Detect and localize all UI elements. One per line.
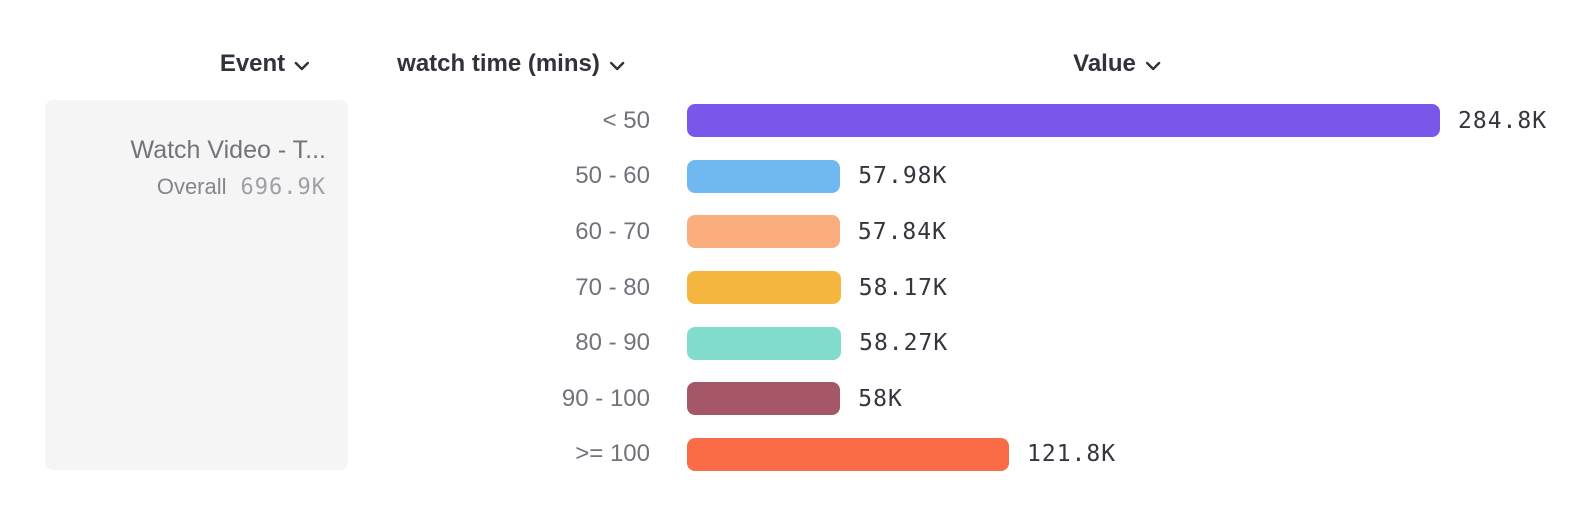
- category-label: 90 - 100: [561, 384, 650, 412]
- overall-label: Overall: [156, 173, 227, 199]
- category-label: 50 - 60: [575, 162, 650, 190]
- chart-row: >= 100 121.8K: [0, 427, 1592, 483]
- event-card[interactable]: Watch Video - T... Overall 696.9K: [45, 100, 348, 470]
- column-header-watch-time-label: watch time (mins): [397, 50, 600, 77]
- chevron-down-icon: [294, 61, 310, 70]
- value-label: 121.8K: [1027, 441, 1117, 468]
- bar-segment[interactable]: [687, 159, 841, 193]
- chart-row: 90 - 100 58K: [0, 371, 1592, 427]
- bar-segment[interactable]: [687, 215, 840, 249]
- column-header-event[interactable]: Event: [220, 50, 310, 78]
- chart-row: 70 - 80 58.17K: [0, 260, 1592, 316]
- chart-row: 80 - 90 58.27K: [0, 315, 1592, 371]
- bar-segment[interactable]: [687, 271, 841, 305]
- value-label: 57.84K: [857, 218, 947, 245]
- chart-row: 50 - 60 57.98K: [0, 149, 1592, 205]
- category-label: < 50: [602, 106, 650, 134]
- value-label: 58.27K: [859, 330, 949, 357]
- value-label: 57.98K: [858, 163, 948, 190]
- event-title: Watch Video - T...: [130, 136, 326, 164]
- value-label: 58.17K: [858, 274, 948, 301]
- bar-segment[interactable]: [687, 437, 1009, 471]
- column-header-event-label: Event: [219, 50, 286, 77]
- chart-row: 60 - 70 57.84K: [0, 204, 1592, 260]
- bar-segment[interactable]: [687, 382, 841, 416]
- category-label: 60 - 70: [575, 217, 650, 245]
- chevron-down-icon: [609, 61, 625, 70]
- column-header-value[interactable]: Value: [1073, 50, 1161, 78]
- bar-segment[interactable]: [687, 326, 842, 360]
- category-label: >= 100: [575, 440, 650, 468]
- chart-row: < 50 284.8K: [0, 93, 1592, 149]
- value-label: 58K: [858, 385, 903, 412]
- column-header-value-label: Value: [1073, 50, 1136, 77]
- category-label: 80 - 90: [575, 329, 650, 357]
- event-overall: Overall 696.9K: [61, 174, 326, 200]
- bar-chart: < 50 284.8K 50 - 60 57.98K 60 - 70 57.84K 70 -…: [0, 93, 1592, 482]
- category-label: 70 - 80: [575, 273, 650, 301]
- bar-segment[interactable]: [687, 104, 1440, 138]
- chevron-down-icon: [1145, 61, 1161, 70]
- overall-value: 696.9K: [240, 174, 326, 200]
- column-header-watch-time[interactable]: watch time (mins): [397, 50, 625, 78]
- value-label: 284.8K: [1458, 107, 1548, 134]
